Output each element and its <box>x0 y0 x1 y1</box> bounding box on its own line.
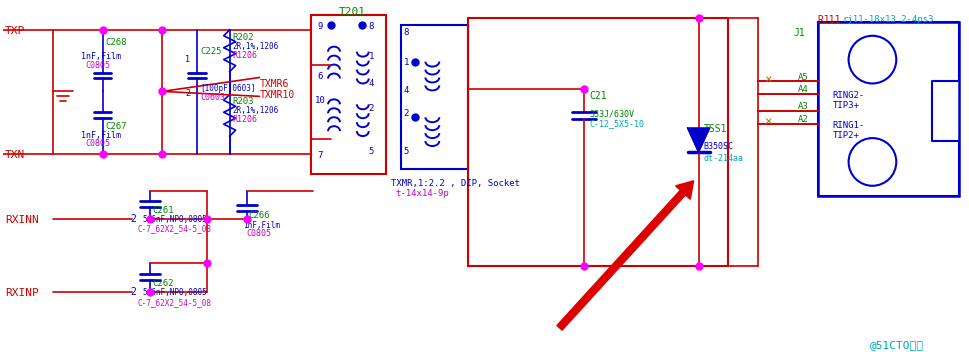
Text: [100pF,0603]: [100pF,0603] <box>200 84 255 93</box>
Text: 2: 2 <box>403 109 409 118</box>
Text: 1nF,Film: 1nF,Film <box>243 221 280 230</box>
Text: 333J/630V: 333J/630V <box>589 109 634 118</box>
Bar <box>400 25 468 169</box>
Text: 2R,1%,1206: 2R,1%,1206 <box>233 106 279 115</box>
Text: RXINN: RXINN <box>5 215 39 225</box>
Text: C21: C21 <box>589 92 607 101</box>
Text: C268: C268 <box>106 38 127 47</box>
Text: 2: 2 <box>130 214 136 224</box>
Text: 5: 5 <box>368 147 374 156</box>
Text: 2: 2 <box>368 104 374 113</box>
Text: RING1-: RING1- <box>831 121 864 130</box>
Text: TXMR10: TXMR10 <box>260 90 295 100</box>
Text: C262: C262 <box>152 279 173 288</box>
Bar <box>311 15 386 174</box>
Text: C225: C225 <box>200 47 221 56</box>
Text: C-7_62X2_54-5_08: C-7_62X2_54-5_08 <box>138 298 211 307</box>
Text: C0805: C0805 <box>246 230 271 239</box>
Text: RING2-: RING2- <box>831 92 864 100</box>
Text: A5: A5 <box>797 73 808 82</box>
Text: A4: A4 <box>797 86 808 94</box>
Text: 8: 8 <box>368 22 374 31</box>
Text: TXMR6: TXMR6 <box>260 80 289 89</box>
Text: 2: 2 <box>130 287 136 297</box>
Text: dt-214aa: dt-214aa <box>703 154 743 163</box>
Text: @51CTO博客: @51CTO博客 <box>868 340 922 350</box>
Text: C-12_5X5-10: C-12_5X5-10 <box>589 119 643 128</box>
Text: TXN: TXN <box>5 150 25 160</box>
Text: C0805: C0805 <box>85 139 110 148</box>
Text: RJ11: RJ11 <box>817 15 840 25</box>
Text: 1: 1 <box>368 52 374 61</box>
Text: A2: A2 <box>797 115 808 124</box>
Text: A3: A3 <box>797 102 808 111</box>
Text: J1: J1 <box>792 28 804 38</box>
Text: 6: 6 <box>317 71 322 81</box>
Text: rj11-18x13_2-4ps3: rj11-18x13_2-4ps3 <box>842 15 933 24</box>
Text: B350SC: B350SC <box>703 142 733 151</box>
Text: R1206: R1206 <box>233 51 258 60</box>
Text: TIP3+: TIP3+ <box>831 101 859 110</box>
Text: R203: R203 <box>233 98 254 106</box>
Text: 8: 8 <box>403 28 409 37</box>
Text: 2R,1%,1206: 2R,1%,1206 <box>233 42 279 51</box>
Text: ×: × <box>764 115 771 128</box>
Text: TXMR,1:2.2 , DIP, Socket: TXMR,1:2.2 , DIP, Socket <box>391 179 519 188</box>
Text: 2: 2 <box>185 89 190 99</box>
Text: TIP2+: TIP2+ <box>831 131 859 140</box>
Text: 5: 5 <box>403 147 409 156</box>
Text: 5.6nF,NPO,0805: 5.6nF,NPO,0805 <box>142 288 206 297</box>
Text: C267: C267 <box>106 122 127 131</box>
Text: 10: 10 <box>315 96 326 105</box>
Text: ×: × <box>764 74 771 87</box>
Text: 9: 9 <box>317 22 322 31</box>
Text: TXP: TXP <box>5 26 25 36</box>
Text: 1nF,Film: 1nF,Film <box>80 52 120 61</box>
Text: C0805: C0805 <box>85 61 110 70</box>
Text: 1nF,Film: 1nF,Film <box>80 131 120 140</box>
Text: 1: 1 <box>185 55 190 64</box>
FancyArrow shape <box>556 181 693 330</box>
Text: R1206: R1206 <box>233 115 258 124</box>
Text: T201: T201 <box>338 7 365 17</box>
Text: C-7_62X2_54-5_08: C-7_62X2_54-5_08 <box>138 225 211 233</box>
Text: C266: C266 <box>248 210 269 220</box>
Text: C261: C261 <box>152 206 173 215</box>
Text: 7: 7 <box>317 151 322 160</box>
Text: 4: 4 <box>403 87 409 95</box>
Text: RXINP: RXINP <box>5 288 39 298</box>
Polygon shape <box>687 128 708 152</box>
Text: 5.6nF,NPO,0805: 5.6nF,NPO,0805 <box>142 215 206 224</box>
Text: 4: 4 <box>368 80 374 88</box>
Text: R202: R202 <box>233 33 254 42</box>
Text: t-14x14-9p: t-14x14-9p <box>395 189 449 198</box>
Text: 1: 1 <box>403 58 409 67</box>
Text: TSS1: TSS1 <box>703 124 727 134</box>
Text: C0603: C0603 <box>200 93 225 102</box>
Bar <box>817 22 958 196</box>
